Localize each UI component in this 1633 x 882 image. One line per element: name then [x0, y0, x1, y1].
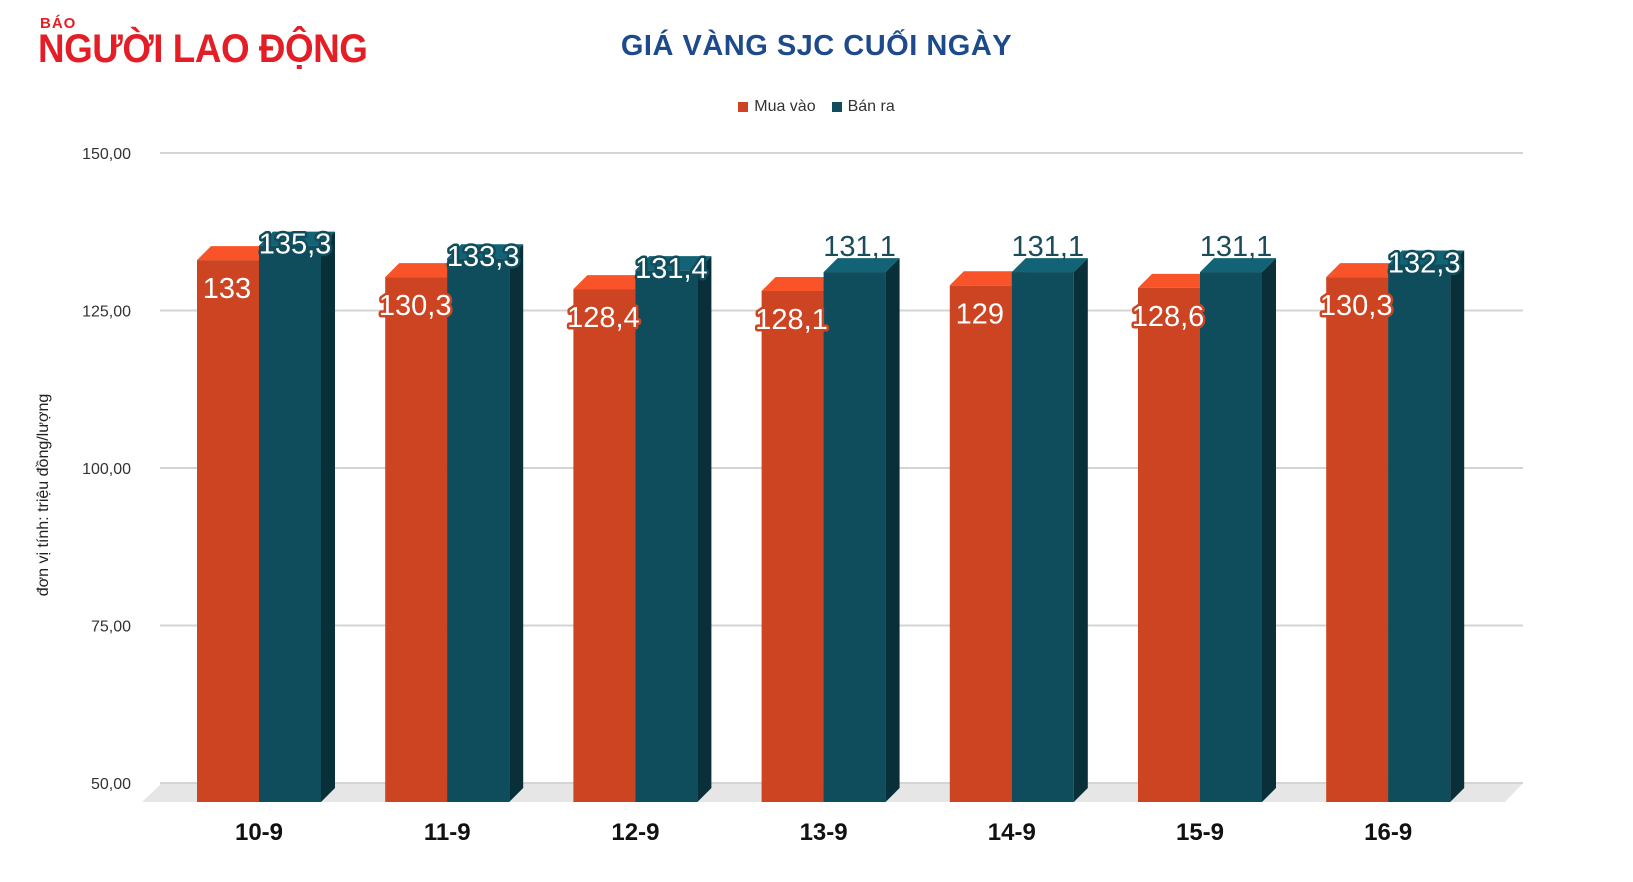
bar-side: [885, 258, 900, 802]
bar-top: [1388, 250, 1465, 265]
bar-side: [1450, 250, 1465, 802]
bar-side: [697, 256, 712, 802]
bar-top: [447, 244, 524, 259]
bar-front: [197, 260, 259, 803]
bar-front: [1011, 272, 1074, 802]
data-label-buy: 129: [956, 298, 1004, 330]
data-label-buy: 133: [203, 273, 251, 305]
data-label-sell: 131,1: [1012, 231, 1085, 263]
y-tick-label: 125,00: [82, 304, 131, 321]
data-label-sell: 135,3: [259, 229, 332, 261]
bar-top: [635, 256, 712, 271]
bar-top: [1011, 258, 1088, 273]
legend-swatch-buy: [738, 102, 749, 112]
legend-label-sell: Bán ra: [847, 98, 895, 115]
bar-sell: [1011, 258, 1088, 802]
bar-front: [823, 272, 886, 802]
bar-top: [823, 258, 900, 273]
bar-top: [385, 263, 462, 278]
data-label-sell: 131,1: [823, 231, 896, 263]
bar-front: [1326, 277, 1389, 802]
legend-item-sell: Bán ra: [831, 98, 895, 116]
legend-swatch-sell: [831, 102, 842, 112]
data-label-buy: 128,1: [755, 304, 828, 336]
legend-item-buy: Mua vào: [738, 98, 816, 116]
brand-logo-small: BÁO: [40, 15, 77, 32]
bar-front: [447, 258, 510, 803]
brand-logo-main: NGƯỜI LAO ĐỘNG: [38, 27, 368, 71]
data-label-buy: 130,3: [379, 290, 452, 322]
bar-top: [573, 275, 650, 290]
bar-side: [321, 231, 335, 803]
bar-top: [949, 271, 1026, 286]
brand-logo: BÁO NGƯỜI LAO ĐỘNG: [38, 16, 396, 69]
bar-top: [1326, 263, 1403, 278]
y-tick-label: 100,00: [82, 461, 131, 478]
x-tick-label: 15-9: [1176, 819, 1224, 846]
bar-top: [197, 246, 273, 261]
bar-front: [1200, 272, 1262, 802]
x-tick-label: 11-9: [424, 819, 471, 846]
bar-sell: [1388, 250, 1465, 802]
x-tick-label: 14-9: [988, 819, 1036, 846]
bar-top: [761, 276, 838, 291]
bar-sell: [1200, 258, 1276, 802]
y-axis-ticks: 50,00 75,00 100,00 125,00 150,00: [82, 146, 131, 793]
data-label-buy: 128,4: [567, 302, 640, 334]
bar-front: [635, 270, 698, 802]
bar-sell: [259, 231, 335, 803]
x-tick-label: 10-9: [235, 819, 283, 846]
x-tick-label: 12-9: [611, 819, 659, 846]
y-tick-label: 150,00: [82, 146, 131, 163]
data-label-sell: 133,3: [447, 241, 520, 273]
data-label-buy: 130,3: [1320, 290, 1393, 322]
bar-sell: [635, 256, 712, 802]
data-label-sell: 131,4: [635, 253, 708, 285]
bar-front: [1388, 264, 1451, 802]
data-label-buy: 128,6: [1132, 301, 1205, 333]
bar-top: [1138, 273, 1214, 288]
bar-side: [1073, 258, 1088, 802]
legend-label-buy: Mua vào: [754, 98, 816, 115]
bar-sell: [447, 244, 524, 803]
y-tick-label: 50,00: [91, 776, 131, 793]
bar-front: [761, 290, 824, 802]
y-axis-label: đơn vị tính: triệu đồng/lượng: [35, 394, 52, 596]
chart-legend: Mua vào Bán ra: [0, 98, 1633, 116]
bar-front: [1138, 287, 1200, 802]
x-tick-label: 13-9: [800, 819, 848, 846]
bar-side: [1262, 258, 1276, 802]
x-tick-label: 16-9: [1364, 819, 1412, 846]
bar-front: [573, 289, 636, 803]
bar-front: [259, 245, 321, 803]
x-axis-ticks: 10-9 11-9 12-9 13-9 14-9 15-9 16-9: [235, 819, 1412, 846]
bar-front: [949, 285, 1012, 802]
bar-side: [509, 244, 524, 802]
chart-bars: [197, 231, 1465, 803]
bar-top: [1200, 258, 1276, 273]
data-label-sell: 131,1: [1200, 231, 1273, 263]
data-label-sell: 132,3: [1388, 248, 1461, 280]
bar-top: [259, 231, 335, 246]
bar-front: [385, 277, 448, 802]
chart-title: GIÁ VÀNG SJC CUỐI NGÀY: [620, 30, 1013, 62]
bar-sell: [823, 258, 900, 802]
y-tick-label: 75,00: [91, 619, 131, 636]
